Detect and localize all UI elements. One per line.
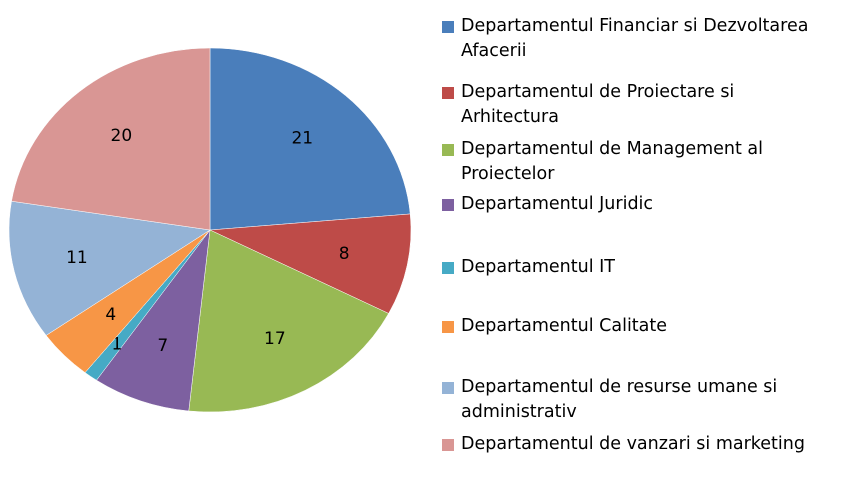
data-label: 1 [112, 334, 123, 354]
pie-slice [209, 213, 412, 314]
legend-label: Departamentul de Management al Proiectel… [461, 139, 764, 184]
legend-item: Departamentul de Management al Proiectel… [442, 137, 832, 187]
legend-item: Departamentul IT [442, 255, 832, 280]
legend-item: Departamentul de resurse umane si admini… [442, 375, 832, 425]
pie-slice [188, 229, 389, 413]
legend-swatch [442, 382, 454, 394]
legend-item: Departamentul de Proiectare si Arhitectu… [442, 80, 832, 130]
legend-swatch [442, 144, 454, 156]
pie-slice [8, 200, 211, 336]
legend-swatch [442, 439, 454, 451]
legend-item: Departamentul Financiar si Dezvoltarea A… [442, 14, 832, 64]
legend-label: Departamentul Juridic [461, 194, 654, 214]
pie-slice [209, 47, 411, 231]
legend-swatch [442, 21, 454, 33]
legend-swatch [442, 199, 454, 211]
data-label: 8 [339, 244, 350, 264]
legend-swatch [442, 87, 454, 99]
data-label: 21 [291, 129, 313, 149]
legend-item: Departamentul Calitate [442, 314, 832, 339]
legend-label: Departamentul IT [461, 257, 615, 277]
legend-label: Departamentul de Proiectare si Arhitectu… [461, 82, 735, 127]
legend-label: Departamentul de vanzari si marketing [461, 434, 805, 454]
legend-label: Departamentul de resurse umane si admini… [461, 377, 778, 422]
legend-item: Departamentul Juridic [442, 192, 832, 217]
data-label: 17 [264, 329, 286, 349]
legend-label: Departamentul Financiar si Dezvoltarea A… [461, 16, 809, 61]
data-label: 20 [111, 126, 133, 146]
legend-swatch [442, 321, 454, 333]
data-label: 7 [157, 336, 168, 356]
data-label: 4 [105, 305, 116, 325]
data-label: 11 [66, 248, 88, 268]
legend-label: Departamentul Calitate [461, 316, 668, 336]
pie: 21 8 17 7 1 4 11 20 [8, 47, 412, 413]
legend-swatch [442, 262, 454, 274]
pie-slice [11, 47, 211, 231]
legend-item: Departamentul de vanzari si marketing [442, 432, 832, 457]
pie-slice [96, 229, 211, 412]
